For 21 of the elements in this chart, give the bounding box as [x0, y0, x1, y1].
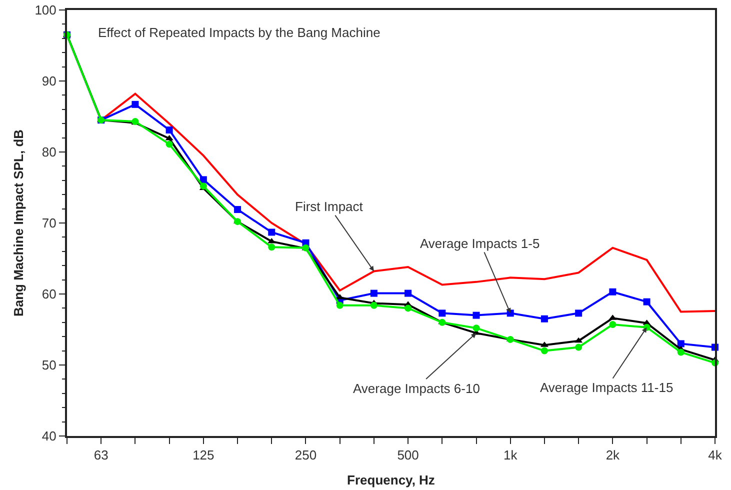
y-tick-label: 70 [42, 216, 56, 231]
y-tick-label: 40 [42, 428, 56, 444]
x-tick-label: 2k [606, 448, 620, 463]
text: Effect of Repeated Impacts by the Bang Machine [98, 25, 380, 40]
y-axis-title: Bang Machine Impact SPL, dB [11, 129, 26, 317]
y-tick-label: 80 [42, 144, 56, 160]
x-tick-label: 63 [94, 448, 108, 463]
y-tick-label: 90 [42, 74, 56, 89]
x-tick-label: 125 [192, 448, 214, 463]
x-tick-label: 4k [708, 448, 722, 463]
x-tick-label: 1k [504, 448, 518, 463]
y-tick-label: 50 [42, 358, 56, 373]
x-tick-label: 500 [397, 448, 419, 463]
x-axis-title: Frequency, Hz [347, 472, 436, 488]
x-tick-label: 250 [294, 448, 317, 463]
text: Average Impacts 1-5 [420, 236, 540, 251]
y-tick-label: 100 [34, 2, 56, 18]
series-label: Average Impacts 11-15 [540, 380, 674, 395]
text: Average Impacts 6-10 [353, 381, 480, 396]
series-label: First Impact [295, 199, 364, 214]
y-tick-label: 60 [42, 286, 56, 302]
